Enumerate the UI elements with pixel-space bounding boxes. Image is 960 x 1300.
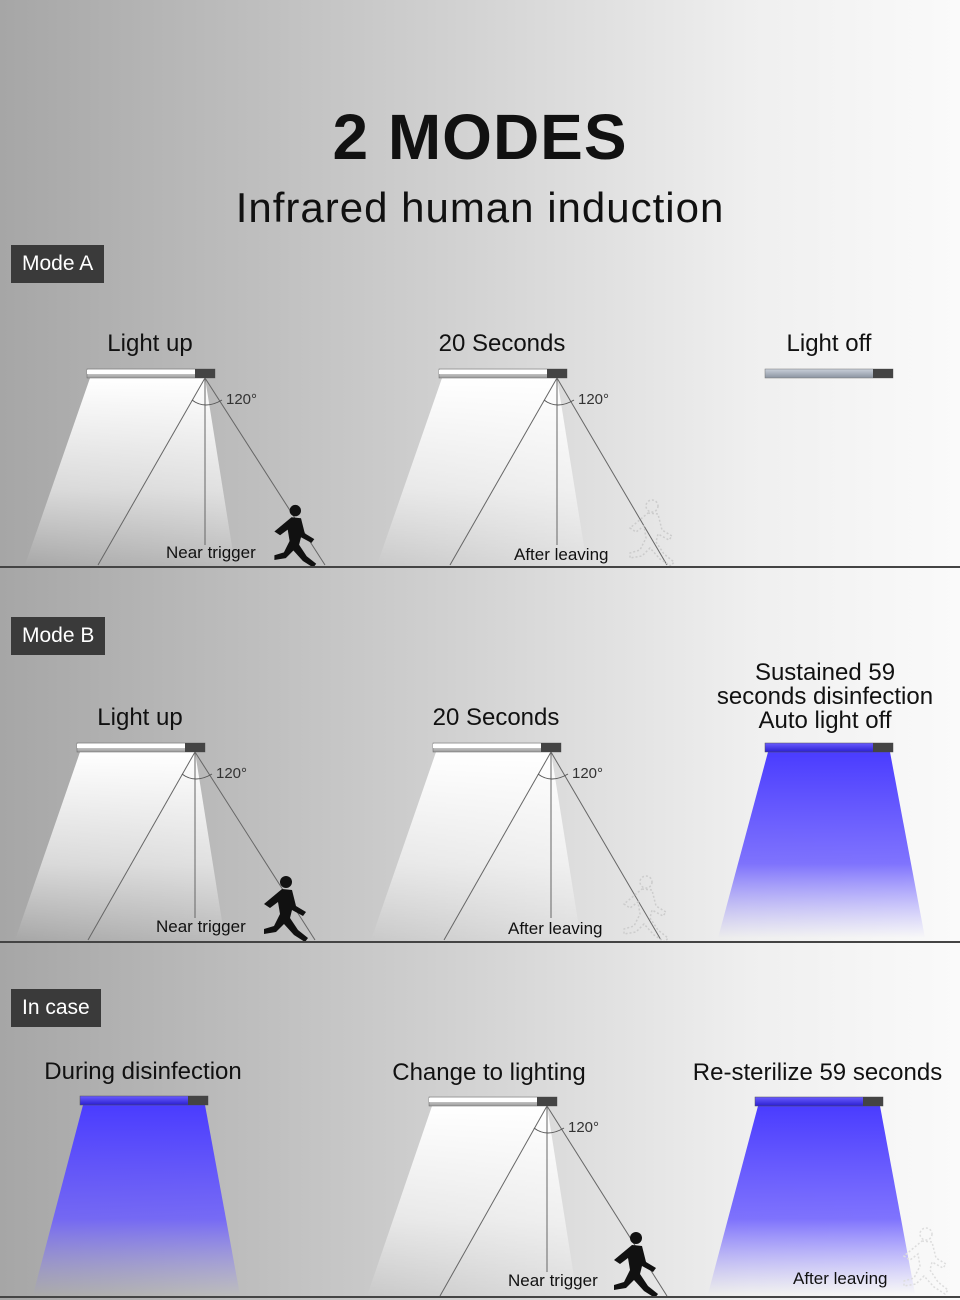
mode-a-panel-1	[25, 368, 326, 568]
mode-a-panel-2	[377, 368, 675, 567]
mode-a-panel-3	[764, 368, 894, 379]
mode-b-panel-2	[371, 742, 669, 943]
near-trigger-label: Near trigger	[166, 543, 256, 562]
section-divider	[0, 1296, 960, 1298]
running-person-icon	[614, 1232, 658, 1298]
angle-label: 120°	[568, 1119, 600, 1136]
angle-label: 120°	[216, 765, 248, 782]
page-subtitle: Infrared human induction	[235, 184, 725, 231]
after-leaving-label: After leaving	[793, 1269, 888, 1288]
caption-line: Sustained 59	[754, 659, 896, 686]
mode-a-caption-3: Light off	[786, 330, 872, 357]
in-case-panel-1	[33, 1095, 240, 1295]
running-person-icon	[264, 876, 308, 942]
in-case-caption-2: Change to lighting	[392, 1059, 586, 1086]
section-divider	[0, 941, 960, 943]
mode-b-caption-2: 20 Seconds	[432, 704, 560, 731]
page-title: 2 MODES	[332, 101, 628, 173]
in-case-caption-3: Re-sterilize 59 seconds	[692, 1059, 943, 1086]
mode-b-tag: Mode B	[11, 617, 106, 655]
angle-label: 120°	[578, 391, 610, 408]
faded-person-icon	[623, 875, 669, 943]
mode-a-caption-1: Light up	[107, 330, 193, 357]
mode-a-caption-2: 20 Seconds	[438, 330, 566, 357]
near-trigger-label: Near trigger	[156, 917, 246, 936]
angle-label: 120°	[226, 391, 258, 408]
in-case-tag: In case	[11, 989, 101, 1027]
caption-line: Auto light off	[758, 707, 892, 734]
near-trigger-label: Near trigger	[508, 1271, 598, 1290]
faded-person-icon	[629, 499, 675, 567]
in-case-caption-1: During disinfection	[44, 1058, 242, 1085]
after-leaving-label: After leaving	[514, 545, 609, 564]
running-person-icon	[274, 504, 317, 568]
mode-b-panel-3	[718, 742, 925, 938]
caption-line: seconds disinfection	[716, 683, 934, 710]
section-divider	[0, 566, 960, 568]
mode-a-tag: Mode A	[11, 245, 105, 283]
after-leaving-label: After leaving	[508, 919, 603, 938]
in-case-panel-2	[367, 1096, 668, 1298]
mode-b-caption-1: Light up	[97, 704, 183, 731]
in-case-panel-3	[708, 1096, 949, 1295]
angle-label: 120°	[572, 765, 604, 782]
mode-b-caption-3: Sustained 59 seconds disinfection Auto l…	[695, 661, 955, 733]
mode-b-panel-1	[15, 742, 316, 942]
